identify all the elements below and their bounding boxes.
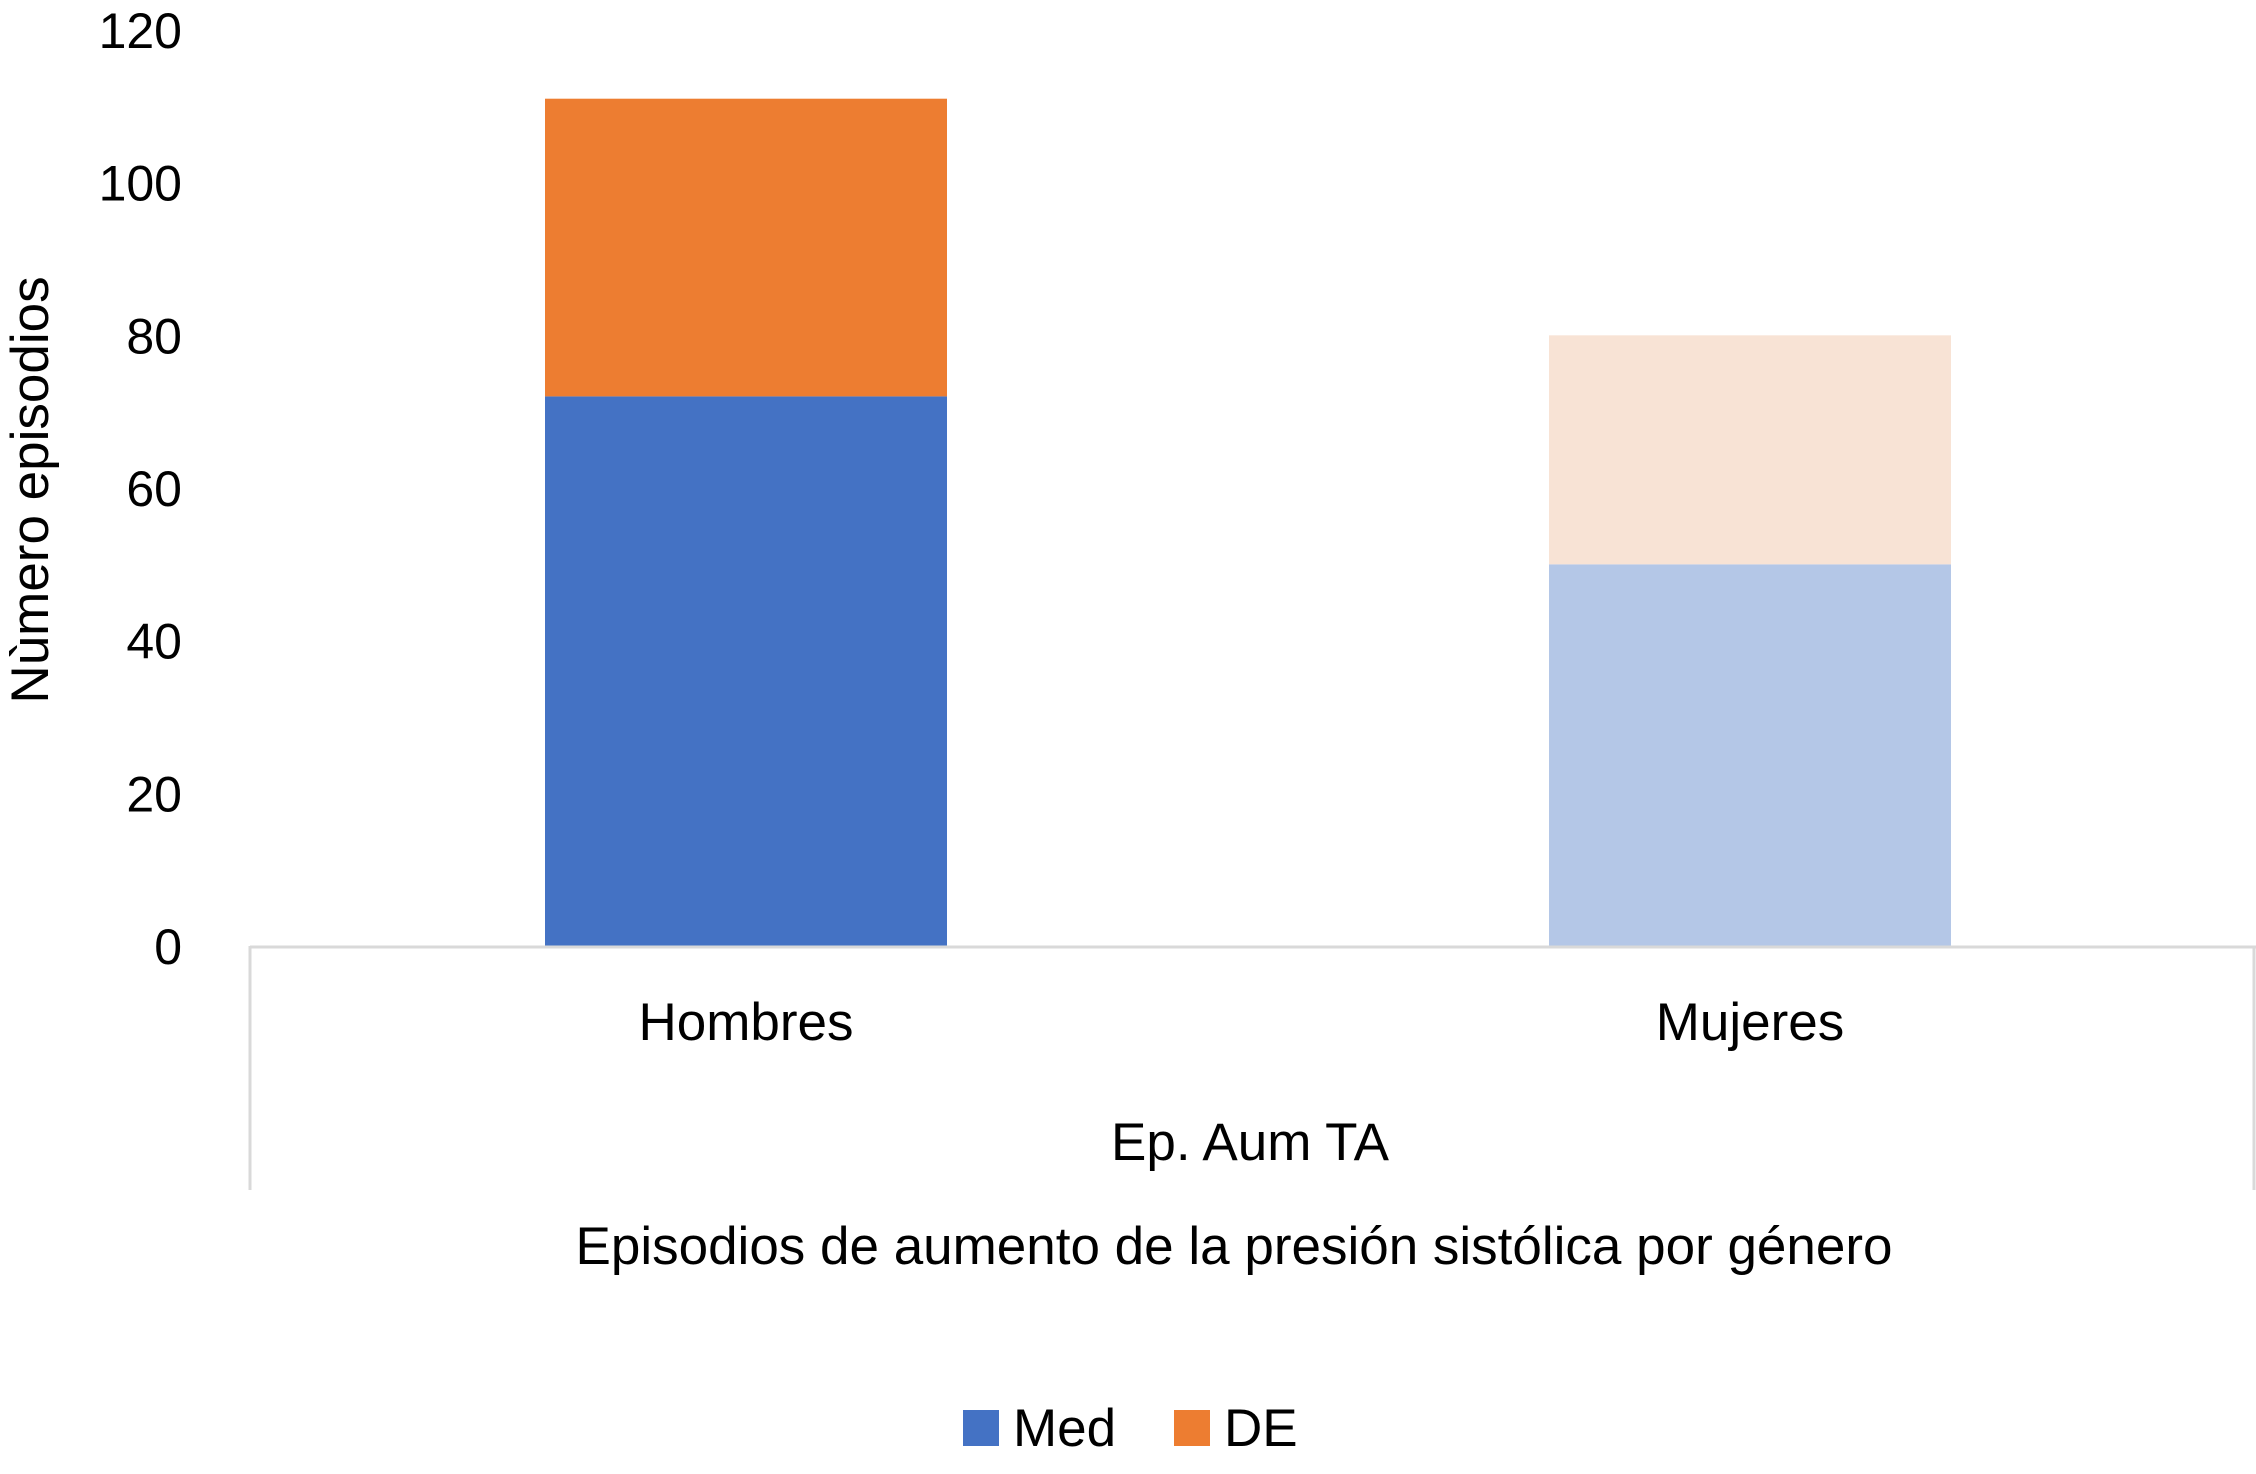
y-tick-label: 20 [126,766,182,822]
bar-med-mujeres [1549,564,1951,946]
legend-label: Med [1013,1399,1116,1458]
legend-swatch [963,1410,999,1446]
category-label: Mujeres [1656,993,1845,1052]
bar-de-mujeres [1549,335,1951,565]
category-labels: Hombres Mujeres [638,993,1844,1052]
y-tick-label: 80 [126,308,182,364]
legend-label: DE [1224,1399,1298,1458]
y-tick-label: 60 [126,461,182,517]
bars [545,98,1951,946]
y-tick-label: 0 [154,919,182,975]
legend-swatch [1174,1410,1210,1446]
y-tick-label: 40 [126,614,182,670]
x-axis-title: Episodios de aumento de la presión sistó… [576,1217,1893,1276]
y-axis-title: Nùmero episodios [1,276,60,703]
legend: Med DE [963,1399,1298,1458]
category-label: Hombres [638,993,853,1052]
bar-de-hombres [545,98,947,397]
x-axis-frame [248,945,2256,1190]
y-tick-label: 100 [99,156,182,212]
y-tick-label: 120 [99,3,182,59]
group-label: Ep. Aum TA [1111,1113,1390,1172]
bar-med-hombres [545,396,947,946]
y-axis-ticks: 0 20 40 60 80 100 120 [99,3,182,975]
